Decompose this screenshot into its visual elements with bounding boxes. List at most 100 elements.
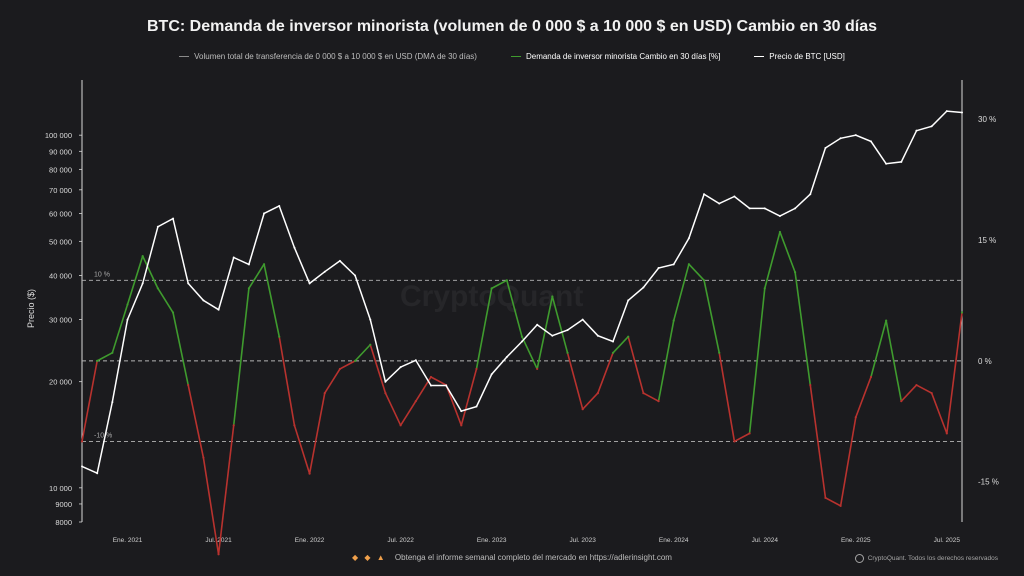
retail-demand-point bbox=[885, 319, 888, 322]
retail-demand-point bbox=[369, 343, 372, 346]
retail-demand-segment bbox=[946, 312, 963, 434]
retail-demand-segment bbox=[111, 304, 129, 354]
btc-price-point bbox=[141, 282, 144, 285]
legend-swatch-volume bbox=[179, 56, 190, 57]
retail-demand-point bbox=[96, 359, 99, 362]
retail-demand-point bbox=[384, 391, 387, 395]
retail-demand-point bbox=[581, 408, 584, 411]
btc-price-point bbox=[794, 207, 797, 210]
retail-demand-point bbox=[763, 287, 766, 290]
retail-demand-segment bbox=[582, 392, 599, 410]
legend-label-btc-price: Precio de BTC [USD] bbox=[769, 52, 845, 61]
retail-demand-segment bbox=[96, 352, 113, 362]
credit: CryptoQuant. Todos los derechos reservad… bbox=[854, 554, 998, 563]
footer-text[interactable]: Obtenga el informe semanal completo del … bbox=[394, 553, 672, 562]
reference-line-label: -10 % bbox=[94, 432, 112, 439]
chart-title: BTC: Demanda de inversor minorista (volu… bbox=[146, 18, 878, 35]
retail-demand-segment bbox=[536, 296, 554, 370]
retail-demand-segment bbox=[672, 263, 690, 321]
retail-demand-point bbox=[657, 400, 660, 403]
btc-price-point bbox=[945, 110, 948, 113]
retail-demand-point bbox=[778, 230, 782, 234]
retail-demand-segment bbox=[141, 255, 159, 289]
retail-demand-point bbox=[915, 383, 918, 387]
btc-price-point bbox=[869, 140, 872, 143]
retail-demand-point bbox=[278, 335, 281, 338]
btc-price-point bbox=[915, 129, 918, 132]
retail-demand-point bbox=[262, 263, 266, 266]
btc-price-point bbox=[566, 329, 569, 332]
btc-price-point bbox=[308, 282, 311, 285]
btc-price-point bbox=[733, 195, 736, 198]
retail-demand-segment bbox=[293, 425, 311, 474]
retail-demand-point bbox=[854, 416, 857, 419]
retail-demand-point bbox=[702, 279, 706, 282]
retail-demand-point bbox=[80, 440, 84, 443]
btc-price-point bbox=[399, 366, 402, 369]
legend-swatch-retail-demand bbox=[510, 56, 521, 57]
reference-line-label: 10 % bbox=[94, 271, 110, 278]
btc-price-line bbox=[81, 110, 963, 475]
retail-demand-segment bbox=[916, 384, 933, 394]
retail-demand-point bbox=[429, 375, 433, 379]
retail-demand-point bbox=[217, 553, 220, 556]
retail-demand-point bbox=[945, 432, 948, 435]
retail-demand-point bbox=[869, 375, 873, 379]
legend-item-btc-price[interactable]: Precio de BTC [USD] bbox=[754, 52, 845, 61]
retail-demand-point bbox=[794, 271, 797, 274]
btc-price-point bbox=[126, 318, 129, 321]
retail-demand-segment bbox=[445, 384, 463, 426]
retail-demand-point bbox=[490, 287, 493, 290]
btc-price-point bbox=[81, 465, 83, 468]
retail-demand-segment bbox=[643, 392, 659, 402]
btc-price-point bbox=[961, 111, 963, 114]
retail-demand-point bbox=[551, 295, 554, 298]
btc-price-point bbox=[247, 263, 250, 266]
retail-demand-segment bbox=[172, 312, 189, 386]
btc-price-point bbox=[551, 334, 554, 337]
retail-demand-point bbox=[627, 335, 630, 338]
x-tick-label: Jul. 2025 bbox=[934, 537, 961, 544]
left-tick-label: 70 000 bbox=[49, 186, 72, 195]
retail-demand-segment bbox=[202, 457, 220, 555]
retail-demand-point bbox=[930, 391, 933, 395]
retail-demand-point bbox=[460, 424, 463, 427]
retail-demand-segment bbox=[491, 279, 508, 290]
btc-price-point bbox=[885, 162, 888, 165]
left-tick-label: 80 000 bbox=[49, 165, 72, 174]
legend-item-retail-demand[interactable]: Demanda de inversor minorista Cambio en … bbox=[510, 52, 720, 61]
retail-demand-point bbox=[596, 391, 599, 395]
retail-demand-segment bbox=[718, 352, 736, 442]
legend-item-volume[interactable]: Volumen total de transferencia de 0 000 … bbox=[179, 52, 477, 61]
retail-demand-segment bbox=[278, 336, 296, 426]
retail-demand-point bbox=[809, 383, 812, 387]
legend: Volumen total de transferencia de 0 000 … bbox=[0, 52, 1024, 61]
retail-demand-point bbox=[354, 359, 357, 362]
x-tick-label: Ene. 2022 bbox=[295, 537, 325, 544]
retail-demand-point bbox=[520, 335, 524, 338]
btc-price-point bbox=[338, 259, 341, 262]
retail-demand-point bbox=[960, 311, 964, 314]
retail-demand-point bbox=[505, 279, 508, 282]
copyright-icon bbox=[854, 554, 864, 563]
retail-demand-segment bbox=[930, 392, 948, 434]
retail-demand-point bbox=[718, 351, 721, 354]
btc-price-point bbox=[323, 270, 326, 273]
btc-price-point bbox=[536, 323, 539, 326]
retail-demand-segment bbox=[354, 344, 371, 362]
right-tick-label: -15 % bbox=[978, 478, 999, 487]
retail-demand-segment bbox=[551, 296, 569, 354]
retail-demand-segment bbox=[900, 384, 918, 402]
retail-demand-point bbox=[611, 351, 615, 354]
left-tick-label: 10 000 bbox=[49, 484, 72, 493]
btc-price-point bbox=[642, 286, 645, 289]
btc-price-point bbox=[111, 401, 114, 404]
retail-demand-point bbox=[824, 496, 827, 499]
btc-price-point bbox=[384, 380, 387, 383]
legend-swatch-btc-price bbox=[754, 56, 765, 57]
retail-demand-point bbox=[141, 255, 144, 258]
retail-demand-segment bbox=[748, 288, 766, 434]
btc-price-point bbox=[232, 256, 235, 259]
retail-demand-point bbox=[687, 263, 690, 266]
